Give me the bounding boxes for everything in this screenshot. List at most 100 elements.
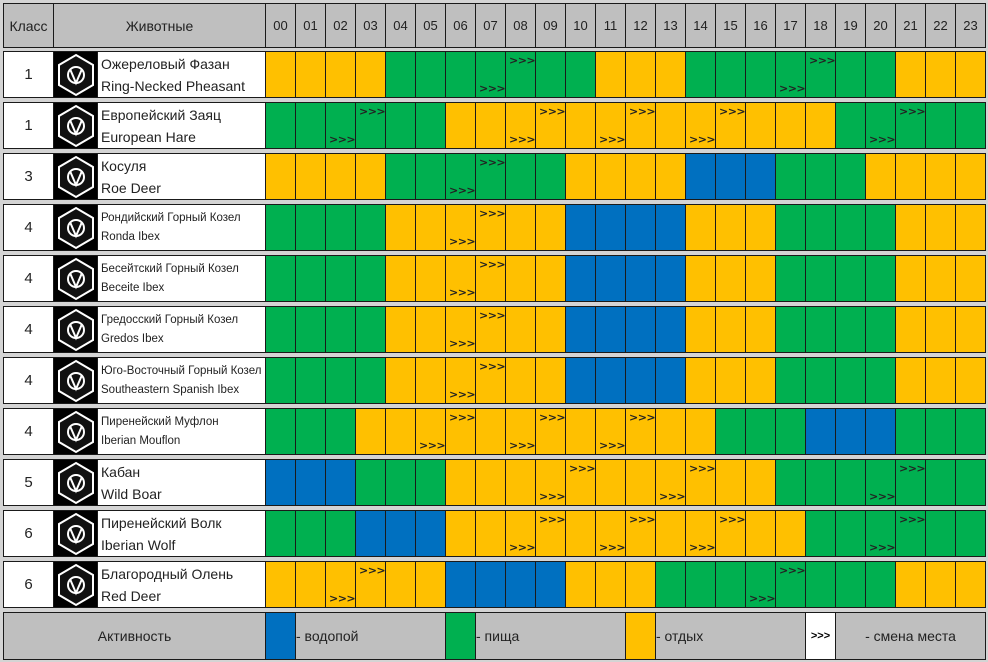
animal-name-en: European Hare [101, 128, 196, 145]
hour-cell: >>> [535, 102, 566, 149]
hour-cell [325, 510, 356, 557]
hour-cell [565, 51, 596, 98]
hour-cell [535, 153, 566, 200]
class-cell: 6 [3, 510, 54, 557]
hour-cell [595, 51, 626, 98]
move-marker: >>> [599, 439, 626, 452]
animal-name: Рондийский Горный Козел Ronda Ibex [97, 204, 266, 251]
hour-cell [415, 459, 446, 506]
animal-name: Кабан Wild Boar [97, 459, 266, 506]
hour-cell [415, 255, 446, 302]
hour-cell: >>> [625, 510, 656, 557]
animal-name: Благородный Олень Red Deer [97, 561, 266, 608]
legend-move-label: - смена места [865, 628, 956, 644]
hour-cell [865, 51, 896, 98]
hour-cell [925, 408, 956, 455]
move-marker: >>> [869, 541, 896, 554]
hour-cell [835, 204, 866, 251]
header-animals: Животные [53, 3, 266, 48]
hour-cell [775, 153, 806, 200]
hour-cell [865, 306, 896, 353]
animal-name-en: Red Deer [101, 587, 161, 604]
hour-cell [415, 510, 446, 557]
move-marker: >>> [629, 513, 656, 526]
hour-cell [685, 408, 716, 455]
hour-cell [295, 408, 326, 455]
hour-cell [475, 561, 506, 608]
animal-name: Бесейтский Горный Козел Beceite Ibex [97, 255, 266, 302]
hour-label: 14 [693, 18, 708, 33]
move-marker: >>> [539, 105, 566, 118]
header-hour: 01 [295, 3, 326, 48]
hour-cell [775, 408, 806, 455]
hour-cell: >>> [595, 510, 626, 557]
class-cell: 5 [3, 459, 54, 506]
legend-food-label: - пища [476, 628, 520, 644]
header-hour: 08 [505, 3, 536, 48]
move-marker: >>> [809, 54, 836, 67]
hour-cell: >>> [475, 357, 506, 404]
hour-cell [535, 255, 566, 302]
hour-cell: >>> [685, 102, 716, 149]
move-marker: >>> [539, 513, 566, 526]
hour-cell [325, 357, 356, 404]
hour-cell [925, 204, 956, 251]
hour-cell [835, 153, 866, 200]
header-hour: 17 [775, 3, 806, 48]
hour-cell [535, 306, 566, 353]
class-cell: 4 [3, 357, 54, 404]
hour-cell: >>> [505, 51, 536, 98]
move-marker: >>> [449, 184, 476, 197]
hour-cell [475, 510, 506, 557]
hour-cell: >>> [475, 204, 506, 251]
hour-cell [835, 306, 866, 353]
legend-water: - водопой [295, 612, 446, 660]
hour-cell [595, 255, 626, 302]
class-value: 4 [24, 372, 33, 389]
move-marker: >>> [689, 462, 716, 475]
hour-cell [565, 255, 596, 302]
hour-cell [685, 153, 716, 200]
mouflon-icon [53, 408, 98, 455]
hour-cell [655, 357, 686, 404]
hour-cell [745, 153, 776, 200]
pheasant-icon [53, 51, 98, 98]
hour-cell [775, 255, 806, 302]
ibex-icon [53, 306, 98, 353]
hour-cell [535, 561, 566, 608]
class-cell: 1 [3, 51, 54, 98]
hour-label: 06 [453, 18, 468, 33]
hour-cell: >>> [865, 510, 896, 557]
animal-name-ru: Благородный Олень [101, 565, 234, 582]
class-value: 6 [24, 576, 33, 593]
hour-cell [715, 51, 746, 98]
hour-cell [715, 306, 746, 353]
hour-cell [265, 255, 296, 302]
hour-cell [355, 408, 386, 455]
hour-cell [835, 408, 866, 455]
hour-cell [625, 51, 656, 98]
hour-cell: >>> [445, 153, 476, 200]
roe-deer-icon [53, 153, 98, 200]
hour-label: 16 [753, 18, 768, 33]
hour-cell [385, 306, 416, 353]
animal-name-ru: Юго-Восточный Горный Козел [101, 364, 262, 377]
hour-cell: >>> [535, 459, 566, 506]
class-value: 4 [24, 423, 33, 440]
header-animals-label: Животные [125, 17, 194, 34]
hour-cell [265, 510, 296, 557]
hour-cell: >>> [625, 408, 656, 455]
hour-cell: >>> [535, 510, 566, 557]
move-marker: >>> [359, 105, 386, 118]
hour-label: 02 [333, 18, 348, 33]
hour-cell [805, 357, 836, 404]
header-hour: 03 [355, 3, 386, 48]
legend-rest: - отдых [655, 612, 806, 660]
hour-cell [325, 459, 356, 506]
hour-cell: >>> [415, 408, 446, 455]
hour-cell [385, 102, 416, 149]
hour-cell [325, 408, 356, 455]
hour-cell [385, 459, 416, 506]
hour-cell: >>> [475, 306, 506, 353]
